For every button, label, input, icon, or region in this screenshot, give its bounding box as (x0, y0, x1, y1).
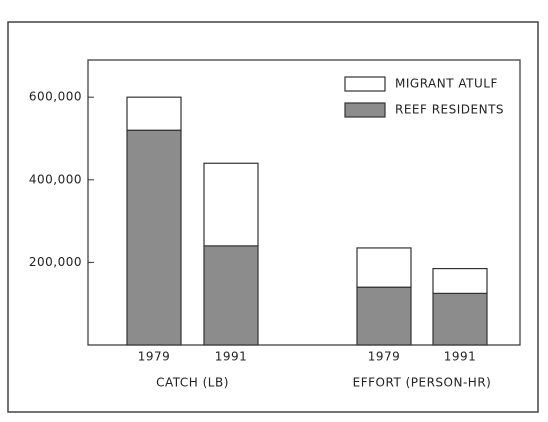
bar-segment (126, 129, 182, 346)
bar-segment (126, 96, 182, 131)
legend-label: MIGRANT ATULF (395, 77, 498, 91)
outer-frame (7, 21, 539, 413)
bar-segment (356, 247, 412, 288)
group-label: CATCH (LB) (156, 376, 229, 390)
legend-swatch (344, 76, 386, 92)
legend-swatch (344, 102, 386, 118)
legend-label: REEF RESIDENTS (395, 103, 504, 117)
x-tick-label: 1991 (444, 350, 477, 364)
group-label: EFFORT (PERSON-HR) (353, 376, 492, 390)
bar-segment (203, 245, 259, 346)
y-tick-label: 200,000 (29, 255, 82, 269)
bar-segment (203, 162, 259, 247)
bar-segment (356, 286, 412, 346)
bar-segment (432, 267, 488, 294)
x-tick-label: 1991 (215, 350, 248, 364)
y-tick-label: 400,000 (29, 172, 82, 186)
y-tick-label: 600,000 (29, 90, 82, 104)
plot-frame (87, 59, 521, 346)
x-tick-label: 1979 (368, 350, 401, 364)
x-tick-label: 1979 (138, 350, 171, 364)
bar-segment (432, 292, 488, 346)
